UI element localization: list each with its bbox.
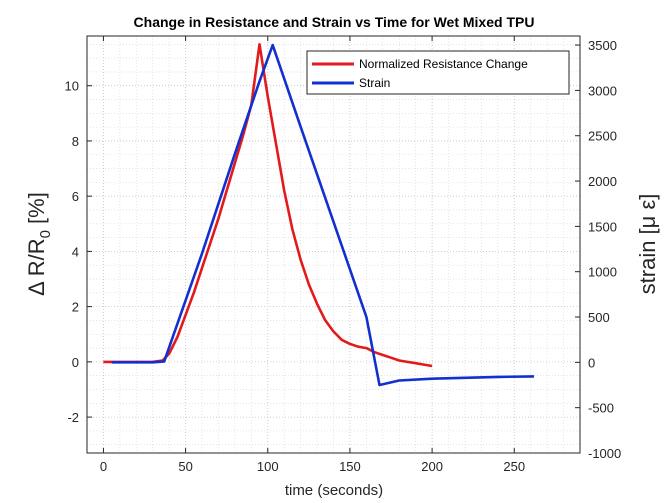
right-y-tick-label: 2000 [588, 174, 617, 189]
left-y-tick-label: 2 [72, 300, 79, 315]
x-tick-label: 200 [421, 459, 443, 474]
left-y-axis-label-main: Δ R/R [24, 238, 49, 295]
legend: Normalized Resistance Change Strain [306, 50, 570, 95]
chart-title: Change in Resistance and Strain vs Time … [134, 14, 535, 30]
legend-box [306, 50, 570, 95]
left-y-axis-label: Δ R/R0 [%] [24, 192, 54, 296]
left-y-axis-label-subscript: 0 [37, 230, 54, 238]
left-y-tick-label: 8 [72, 134, 79, 149]
left-y-tick-label: 0 [72, 355, 79, 370]
right-y-axis-label: strain [μ ε] [635, 194, 660, 295]
left-y-tick-label: -2 [67, 410, 79, 425]
series-layer [103, 42, 535, 387]
series-line-strain [111, 43, 535, 387]
right-y-tick-label: 500 [588, 310, 610, 325]
x-tick-label: 150 [339, 459, 361, 474]
plot-frame [86, 35, 581, 454]
right-y-tick-label: 3500 [588, 38, 617, 53]
minor-grid [86, 36, 581, 453]
x-axis-ticks: 0 50 100 150 200 250 [100, 36, 525, 474]
right-y-tick-label: 1500 [588, 219, 617, 234]
left-y-tick-label: 10 [65, 79, 79, 94]
right-y-axis-ticks: -1000 -500 0 500 1000 1500 2000 2500 3000 3500 [575, 38, 621, 461]
series-line-resistance [103, 42, 433, 368]
x-tick-label: 100 [257, 459, 279, 474]
right-y-tick-label: -500 [588, 401, 614, 416]
plot-area [86, 35, 581, 454]
right-y-tick-label: -1000 [588, 446, 621, 461]
x-tick-label: 0 [100, 459, 107, 474]
legend-label-resistance: Normalized Resistance Change [359, 57, 528, 71]
x-axis-label: time (seconds) [285, 482, 383, 499]
right-y-tick-label: 1000 [588, 265, 617, 280]
left-y-axis-ticks: -2 0 2 4 6 8 10 [65, 79, 92, 425]
x-tick-label: 50 [178, 459, 192, 474]
right-y-tick-label: 2500 [588, 129, 617, 144]
legend-label-strain: Strain [359, 76, 390, 90]
left-y-axis-label-unit: [%] [24, 192, 49, 224]
right-y-tick-label: 0 [588, 355, 595, 370]
x-tick-label: 250 [503, 459, 525, 474]
left-y-tick-label: 4 [72, 244, 79, 259]
left-y-tick-label: 6 [72, 189, 79, 204]
right-y-tick-label: 3000 [588, 83, 617, 98]
